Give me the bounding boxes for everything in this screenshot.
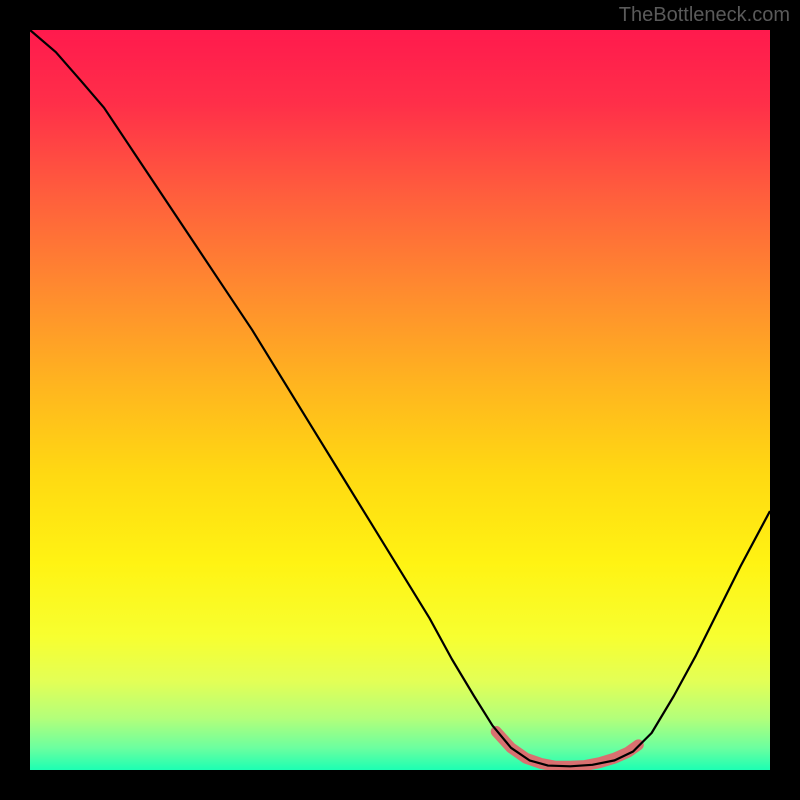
plot-area (30, 30, 770, 770)
curve-layer (30, 30, 770, 770)
watermark-text: TheBottleneck.com (619, 4, 790, 27)
bottleneck-highlight-segment (496, 732, 638, 767)
bottleneck-curve (30, 30, 770, 766)
